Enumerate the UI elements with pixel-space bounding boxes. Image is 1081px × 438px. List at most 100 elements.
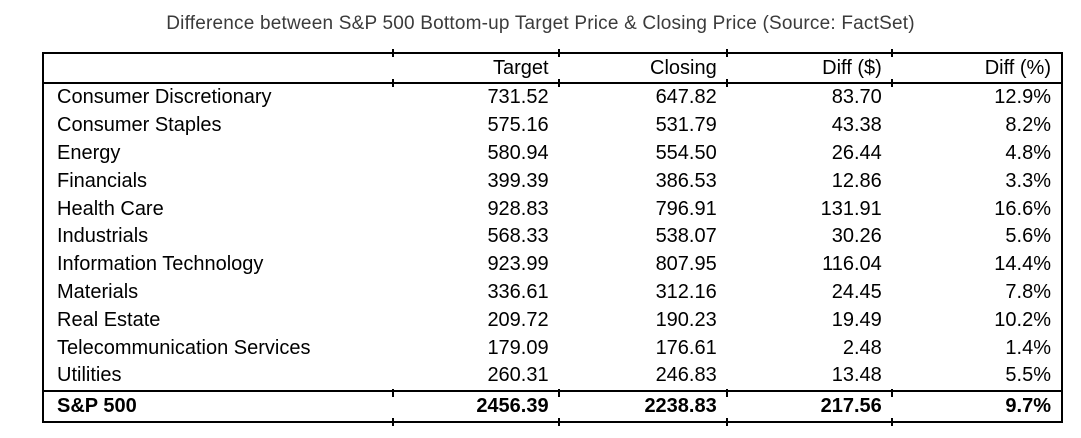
column-tick xyxy=(392,417,395,426)
sector-name-cell: Financials xyxy=(57,169,148,192)
column-tick xyxy=(891,388,894,397)
value-cell: 5.5% xyxy=(1005,364,1051,387)
value-cell: 246.83 xyxy=(655,364,717,387)
sector-name-cell: Real Estate xyxy=(57,308,161,331)
column-tick xyxy=(392,388,395,397)
value-cell: 190.23 xyxy=(655,308,717,331)
column-tick xyxy=(557,49,560,57)
table-row: Real Estate 209.72 190.23 19.49 10.2% xyxy=(43,306,1062,334)
value-cell: 16.6% xyxy=(994,197,1051,220)
total-diff-pct-cell: 9.7% xyxy=(891,389,1062,422)
column-tick xyxy=(891,79,894,87)
column-tick xyxy=(726,417,729,426)
column-tick xyxy=(392,79,395,87)
value-cell: 554.50 xyxy=(655,141,717,164)
value-cell: 2.48 xyxy=(842,336,882,359)
value-cell: 209.72 xyxy=(487,308,549,331)
table-row: Materials 336.61 312.16 24.45 7.8% xyxy=(43,279,1062,307)
value-cell: 10.2% xyxy=(994,308,1051,331)
column-tick xyxy=(891,49,894,57)
table-wrapper: Target Closing Diff ($) Diff (%) Consume… xyxy=(42,49,1063,426)
value-cell: 928.83 xyxy=(487,197,549,220)
column-tick xyxy=(557,388,560,397)
table-row: Consumer Discretionary 731.52 647.82 83.70 1… xyxy=(43,83,1062,112)
value-cell: 399.39 xyxy=(487,169,549,192)
sector-name-cell: Utilities xyxy=(57,364,122,387)
value-cell: 568.33 xyxy=(487,225,549,248)
value-cell: 923.99 xyxy=(487,253,549,276)
value-cell: 731.52 xyxy=(487,86,549,109)
column-tick xyxy=(891,417,894,426)
value-cell: 807.95 xyxy=(655,253,717,276)
table-body: Consumer Discretionary 731.52 647.82 83.70 1… xyxy=(43,83,1062,391)
table-footer: S&P 500 2456.39 2238.83 217.56 9.7% xyxy=(43,389,1062,422)
value-cell: 336.61 xyxy=(487,280,549,303)
value-cell: 312.16 xyxy=(655,280,717,303)
value-cell: 26.44 xyxy=(831,141,882,164)
column-tick xyxy=(557,79,560,87)
table-row: Health Care 928.83 796.91 131.91 16.6% xyxy=(43,195,1062,223)
value-cell: 7.8% xyxy=(1005,280,1051,303)
sector-name-cell: Energy xyxy=(57,141,121,164)
table-row: Utilities 260.31 246.83 13.48 5.5% xyxy=(43,362,1062,391)
value-cell: 4.8% xyxy=(1005,141,1051,164)
table-row: Energy 580.94 554.50 26.44 4.8% xyxy=(43,140,1062,168)
value-cell: 179.09 xyxy=(487,336,549,359)
value-cell: 13.48 xyxy=(831,364,882,387)
value-cell: 43.38 xyxy=(831,114,882,137)
value-cell: 8.2% xyxy=(1005,114,1051,137)
value-cell: 19.49 xyxy=(831,308,882,331)
table-row: Consumer Staples 575.16 531.79 43.38 8.2% xyxy=(43,112,1062,140)
table-header: Target Closing Diff ($) Diff (%) xyxy=(43,53,1062,84)
total-target-cell: 2456.39 xyxy=(393,389,559,422)
sector-name-cell: Consumer Discretionary xyxy=(57,86,272,109)
table-row: Financials 399.39 386.53 12.86 3.3% xyxy=(43,167,1062,195)
value-cell: 260.31 xyxy=(487,364,549,387)
column-tick xyxy=(726,49,729,57)
sector-name-cell: Health Care xyxy=(57,197,164,220)
table-title: Difference between S&P 500 Bottom-up Tar… xyxy=(166,13,915,34)
value-cell: 24.45 xyxy=(831,280,882,303)
value-cell: 83.70 xyxy=(831,86,882,109)
value-cell: 580.94 xyxy=(487,141,549,164)
value-cell: 176.61 xyxy=(655,336,717,359)
total-label-cell: S&P 500 xyxy=(43,389,394,422)
total-diff-usd-cell: 217.56 xyxy=(726,389,892,422)
value-cell: 131.91 xyxy=(820,197,882,220)
total-row: S&P 500 2456.39 2238.83 217.56 9.7% xyxy=(43,389,1062,422)
header-row: Target Closing Diff ($) Diff (%) xyxy=(43,53,1062,84)
sector-name-cell: Industrials xyxy=(57,225,149,248)
value-cell: 575.16 xyxy=(487,114,549,137)
column-header-sector xyxy=(43,53,394,84)
table-row: Telecommunication Services 179.09 176.61 2.… xyxy=(43,334,1062,362)
value-cell: 796.91 xyxy=(655,197,717,220)
value-cell: 647.82 xyxy=(655,86,717,109)
value-cell: 386.53 xyxy=(655,169,717,192)
column-tick xyxy=(557,417,560,426)
column-header-diff-usd: Diff ($) xyxy=(726,53,892,84)
total-closing-cell: 2238.83 xyxy=(558,389,727,422)
value-cell: 116.04 xyxy=(822,253,882,276)
sector-name-cell: Information Technology xyxy=(57,253,264,276)
column-tick xyxy=(392,49,395,57)
column-header-target: Target xyxy=(393,53,559,84)
value-cell: 538.07 xyxy=(655,225,717,248)
column-tick xyxy=(726,388,729,397)
value-cell: 5.6% xyxy=(1005,225,1051,248)
value-cell: 14.4% xyxy=(994,253,1051,276)
sector-price-table: Target Closing Diff ($) Diff (%) Consume… xyxy=(42,52,1063,423)
table-row: Information Technology 923.99 807.95 116.04… xyxy=(43,251,1062,279)
column-header-closing: Closing xyxy=(558,53,727,84)
sector-name-cell: Consumer Staples xyxy=(57,114,222,137)
value-cell: 12.9% xyxy=(994,86,1051,109)
column-header-diff-pct: Diff (%) xyxy=(891,53,1062,84)
value-cell: 531.79 xyxy=(655,114,717,137)
sector-name-cell: Telecommunication Services xyxy=(57,336,311,359)
value-cell: 1.4% xyxy=(1005,336,1051,359)
value-cell: 3.3% xyxy=(1005,169,1051,192)
sector-name-cell: Materials xyxy=(57,280,139,303)
table-row: Industrials 568.33 538.07 30.26 5.6% xyxy=(43,223,1062,251)
value-cell: 30.26 xyxy=(831,225,882,248)
value-cell: 12.86 xyxy=(831,169,882,192)
